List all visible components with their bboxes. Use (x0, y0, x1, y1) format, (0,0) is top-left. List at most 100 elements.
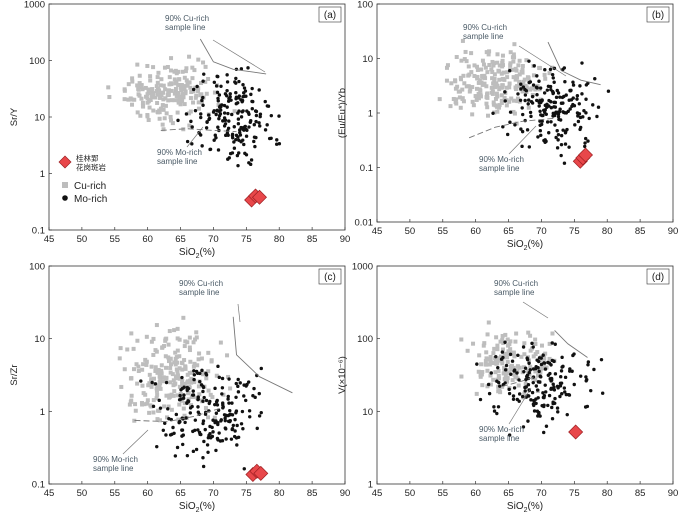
cu-rich-point (528, 348, 533, 353)
mo-rich-point (512, 368, 517, 372)
cu-rich-point (191, 394, 196, 399)
cu-rich-point (163, 338, 168, 343)
cu-rich-point (497, 87, 502, 92)
mo-rich-point (243, 125, 247, 129)
cu-rich-point (145, 63, 150, 68)
mo-rich-point (227, 119, 231, 123)
cu-rich-point (155, 80, 160, 85)
mo-rich-point (192, 373, 197, 377)
cu-rich-point (152, 376, 157, 381)
cu-rich-point (151, 108, 156, 113)
cu-rich-point (165, 65, 170, 70)
cu-rich-point (133, 408, 138, 413)
mo-rich-point (241, 109, 245, 113)
x-tick-label: 75 (569, 226, 580, 237)
mo-rich-point (191, 449, 196, 454)
mo-rich-point (589, 388, 593, 393)
mo-rich-point (252, 135, 257, 139)
mo-rich-point (215, 436, 220, 441)
mo-rich-point (239, 67, 244, 71)
cu-rich-point (156, 367, 161, 372)
x-tick-label: 55 (109, 234, 120, 245)
cu-rich-point (166, 98, 171, 103)
mo-rich-point (185, 139, 190, 144)
x-axis-label: SiO2(%) (179, 247, 215, 260)
mo-rich-point (571, 80, 575, 84)
cu-rich-point (173, 68, 178, 73)
x-tick-label: 55 (437, 488, 448, 499)
cu-rich-point (476, 80, 481, 85)
mo-rich-point (526, 98, 531, 102)
cu-rich-point (161, 83, 166, 88)
mo-rich-point (524, 378, 528, 382)
legend-diamond-label: 桂林郢 (76, 153, 99, 163)
cu-rich-point (533, 87, 538, 92)
cu-rich-point (496, 368, 501, 373)
mo-rich-point (542, 395, 546, 400)
cu-rich-point (174, 71, 179, 76)
cu-rich-point (196, 89, 201, 94)
mo-rich-point (543, 367, 548, 371)
cu-rich-point (533, 369, 538, 374)
cu-rich-point (190, 370, 195, 375)
cu-rich-point (477, 78, 482, 83)
mo-rich-point (233, 417, 237, 422)
mo-rich-point (182, 393, 186, 397)
cu-rich-point (496, 373, 501, 378)
mo-rich-point (224, 427, 228, 431)
mo-rich-point (241, 127, 245, 131)
cu-rich-point (515, 364, 520, 369)
mo-rich-point (178, 393, 182, 398)
mo-rich-point (241, 427, 245, 431)
mo-rich-point (238, 130, 242, 135)
mo-line-annotation-2: sample line (93, 464, 134, 473)
mo-rich-point (214, 136, 218, 140)
mo-rich-point (236, 390, 241, 394)
cu-rich-point (200, 372, 205, 377)
cu-rich-point (145, 92, 150, 97)
mo-rich-point (173, 454, 178, 458)
granite-porphyry-sample (568, 424, 584, 440)
cu-rich-point (140, 103, 145, 108)
cu-rich-point (496, 68, 501, 73)
mo-rich-point (242, 394, 246, 398)
cu-rich-point (524, 58, 529, 63)
cu-rich-point (514, 331, 519, 336)
mo-rich-point (501, 125, 505, 129)
cu-rich-point (130, 76, 135, 81)
cu-rich-point (182, 401, 187, 406)
mo-rich-point (528, 368, 533, 372)
plot-frame (376, 265, 674, 485)
mo-rich-point (568, 369, 572, 373)
mo-rich-point (205, 120, 209, 124)
mo-rich-point (217, 375, 221, 380)
mo-rich-point (498, 384, 502, 388)
mo-rich-point (599, 357, 604, 362)
mo-rich-point (252, 123, 256, 127)
mo-rich-point (197, 131, 201, 135)
mo-rich-point (186, 399, 191, 404)
cu-rich-point (507, 81, 512, 86)
cu-rich-point (464, 84, 469, 89)
cu-rich-point (189, 403, 194, 408)
mo-rich-point (556, 138, 560, 142)
mo-rich-point (201, 419, 206, 423)
cu-rich-point (530, 346, 535, 351)
cu-rich-point (531, 354, 536, 359)
mo-rich-point (190, 142, 194, 146)
panel-c: 45 50 55 60 65 70 75 80 85 90 0.1 1 10 100 SiO2(%) Sr/Z… (9, 262, 350, 512)
mo-rich-point (585, 404, 590, 409)
mo-rich-point (492, 409, 497, 413)
cu-rich-point (176, 417, 181, 422)
cu-rich-point (512, 42, 517, 47)
mo-rich-point (168, 433, 173, 437)
cu-rich-point (151, 398, 156, 403)
cu-rich-point (163, 96, 168, 101)
mo-rich-point (178, 420, 182, 424)
mo-rich-point (269, 136, 273, 140)
cu-rich-point (483, 65, 488, 70)
cu-rich-point (549, 65, 554, 70)
cu-rich-point (165, 93, 170, 98)
mo-rich-point (183, 420, 187, 425)
mo-rich-point (557, 117, 561, 122)
